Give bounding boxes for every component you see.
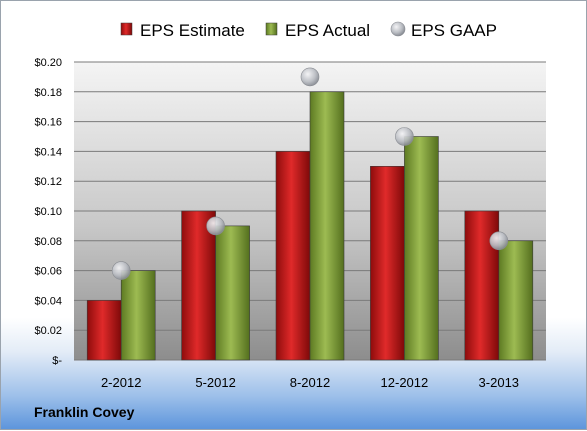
bar-eps-actual bbox=[215, 225, 250, 361]
y-tick-label: $- bbox=[52, 355, 62, 367]
y-tick-label: $0.14 bbox=[34, 146, 62, 158]
legend-label: EPS GAAP bbox=[411, 21, 497, 40]
y-axis-ticks: $- $0.02 $0.04 $0.06 $0.08 $0.10 $0.12 $0.14 $0.… bbox=[34, 57, 62, 367]
x-tick-label: 8-2012 bbox=[290, 375, 330, 390]
gaap-marker bbox=[300, 67, 320, 87]
y-tick-label: $0.08 bbox=[34, 236, 62, 248]
y-tick-label: $0.16 bbox=[34, 117, 62, 129]
bars bbox=[86, 91, 534, 361]
bar-eps-estimate bbox=[275, 151, 311, 361]
legend: EPS Estimate EPS Actual EPS GAAP bbox=[120, 21, 497, 40]
y-tick-label: $0.02 bbox=[34, 325, 62, 337]
legend-label: EPS Estimate bbox=[140, 21, 245, 40]
y-tick-label: $0.20 bbox=[34, 57, 62, 69]
legend-swatch bbox=[390, 21, 406, 37]
x-tick-label: 3-2013 bbox=[479, 375, 519, 390]
y-tick-label: $0.04 bbox=[34, 295, 62, 307]
bar-eps-actual bbox=[498, 240, 534, 361]
y-tick-label: $0.10 bbox=[34, 206, 62, 218]
gaap-marker bbox=[111, 261, 131, 280]
bar-eps-actual bbox=[309, 91, 345, 361]
gaap-marker bbox=[206, 216, 225, 236]
x-axis-ticks: 2-2012 5-2012 8-2012 12-2012 3-2013 bbox=[101, 375, 519, 390]
x-tick-label: 12-2012 bbox=[381, 375, 429, 390]
legend-label: EPS Actual bbox=[285, 21, 370, 40]
legend-swatch bbox=[120, 22, 133, 36]
gaap-markers bbox=[111, 67, 509, 280]
gaap-marker bbox=[395, 127, 414, 146]
bar-eps-actual bbox=[120, 270, 156, 361]
gaap-marker bbox=[489, 231, 509, 251]
bar-eps-estimate bbox=[370, 166, 405, 361]
bar-eps-estimate bbox=[86, 300, 122, 361]
y-tick-label: $0.12 bbox=[34, 176, 62, 188]
x-tick-label: 2-2012 bbox=[101, 375, 141, 390]
legend-swatch bbox=[265, 22, 278, 36]
bar-eps-actual bbox=[404, 136, 439, 361]
x-tick-label: 5-2012 bbox=[195, 375, 235, 390]
y-tick-label: $0.18 bbox=[34, 87, 62, 99]
y-tick-label: $0.06 bbox=[34, 266, 62, 278]
company-name: Franklin Covey bbox=[34, 404, 135, 420]
